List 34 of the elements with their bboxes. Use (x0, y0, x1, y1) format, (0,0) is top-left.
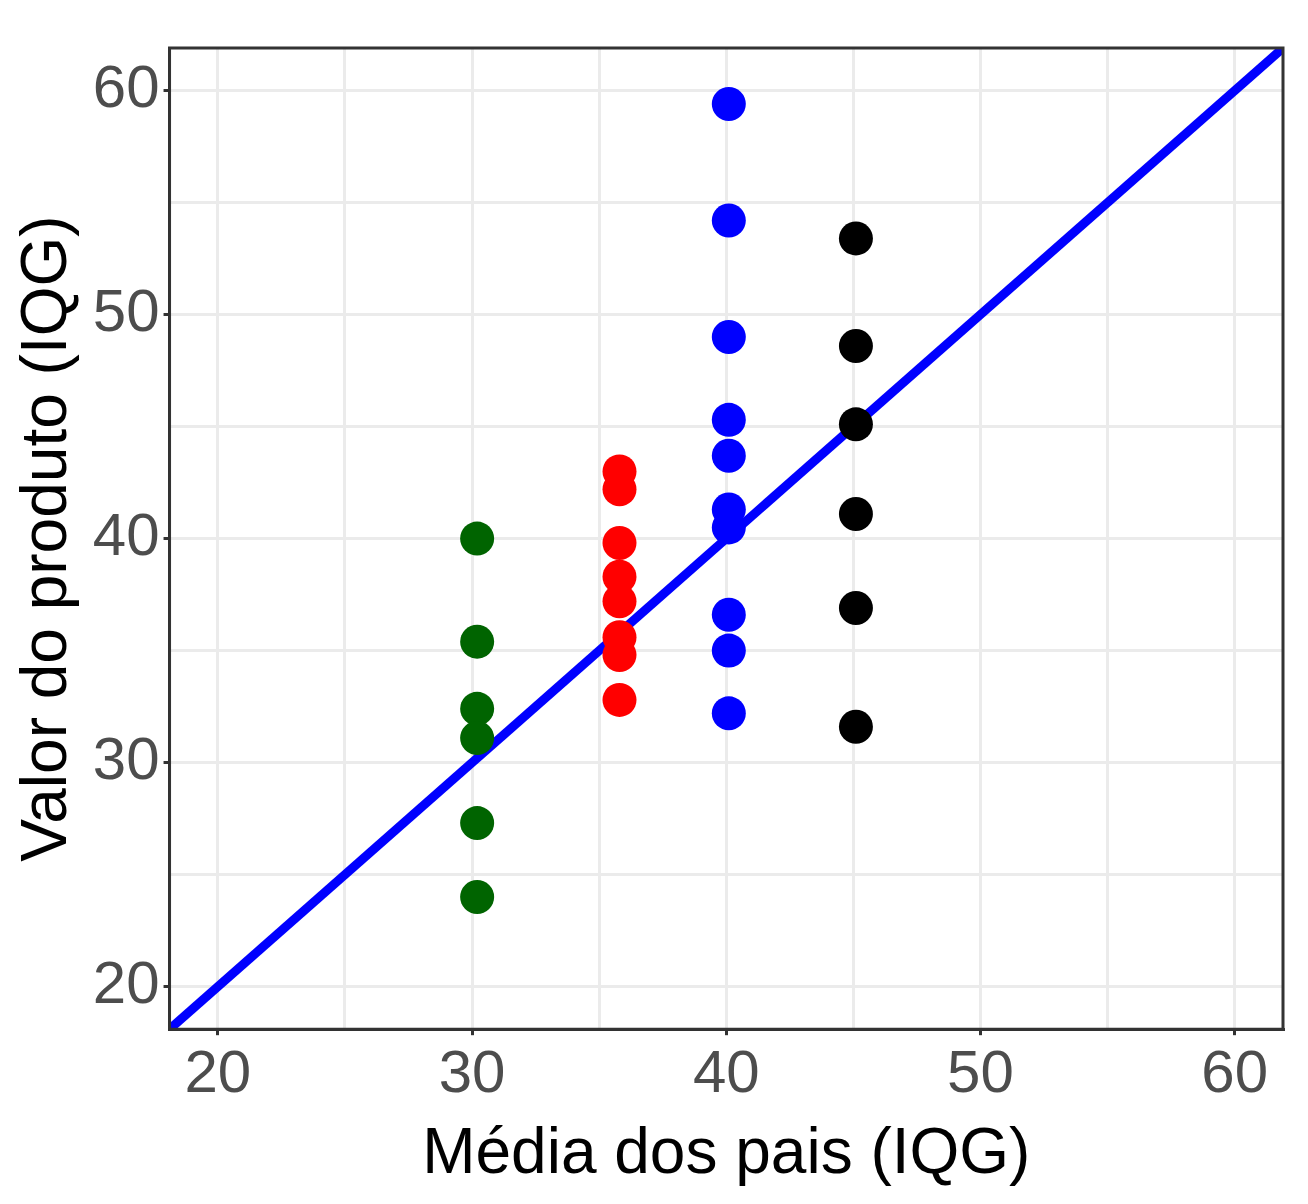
point (602, 526, 637, 561)
point (460, 806, 495, 841)
point (711, 696, 746, 731)
x-tick-label: 20 (184, 1037, 252, 1105)
point (838, 328, 873, 363)
point (460, 691, 495, 726)
point (838, 407, 873, 442)
x-tick-label: 50 (947, 1037, 1014, 1105)
point (711, 597, 746, 632)
point (460, 720, 495, 755)
y-axis-title: Valor do produto (IQG) (8, 215, 81, 862)
point (602, 682, 637, 717)
point (460, 880, 495, 915)
point (838, 709, 873, 744)
x-axis-title: Média dos pais (IQG) (422, 1115, 1031, 1188)
y-tick-label: 20 (92, 949, 160, 1017)
x-tick-label: 30 (438, 1037, 506, 1105)
y-tick-label: 50 (92, 277, 160, 345)
point (711, 87, 746, 122)
point (838, 591, 873, 626)
point (711, 438, 746, 473)
y-tick-label: 40 (92, 501, 160, 569)
y-tick-label: 30 (92, 725, 160, 793)
point (711, 319, 746, 354)
point (838, 221, 873, 256)
point (460, 521, 495, 556)
point (711, 402, 746, 437)
x-tick-label: 60 (1201, 1037, 1269, 1105)
point (838, 496, 873, 531)
point (460, 624, 495, 659)
y-tick-label: 60 (92, 53, 160, 121)
x-tick-label: 40 (692, 1037, 760, 1105)
point (711, 633, 746, 668)
point (711, 203, 746, 238)
